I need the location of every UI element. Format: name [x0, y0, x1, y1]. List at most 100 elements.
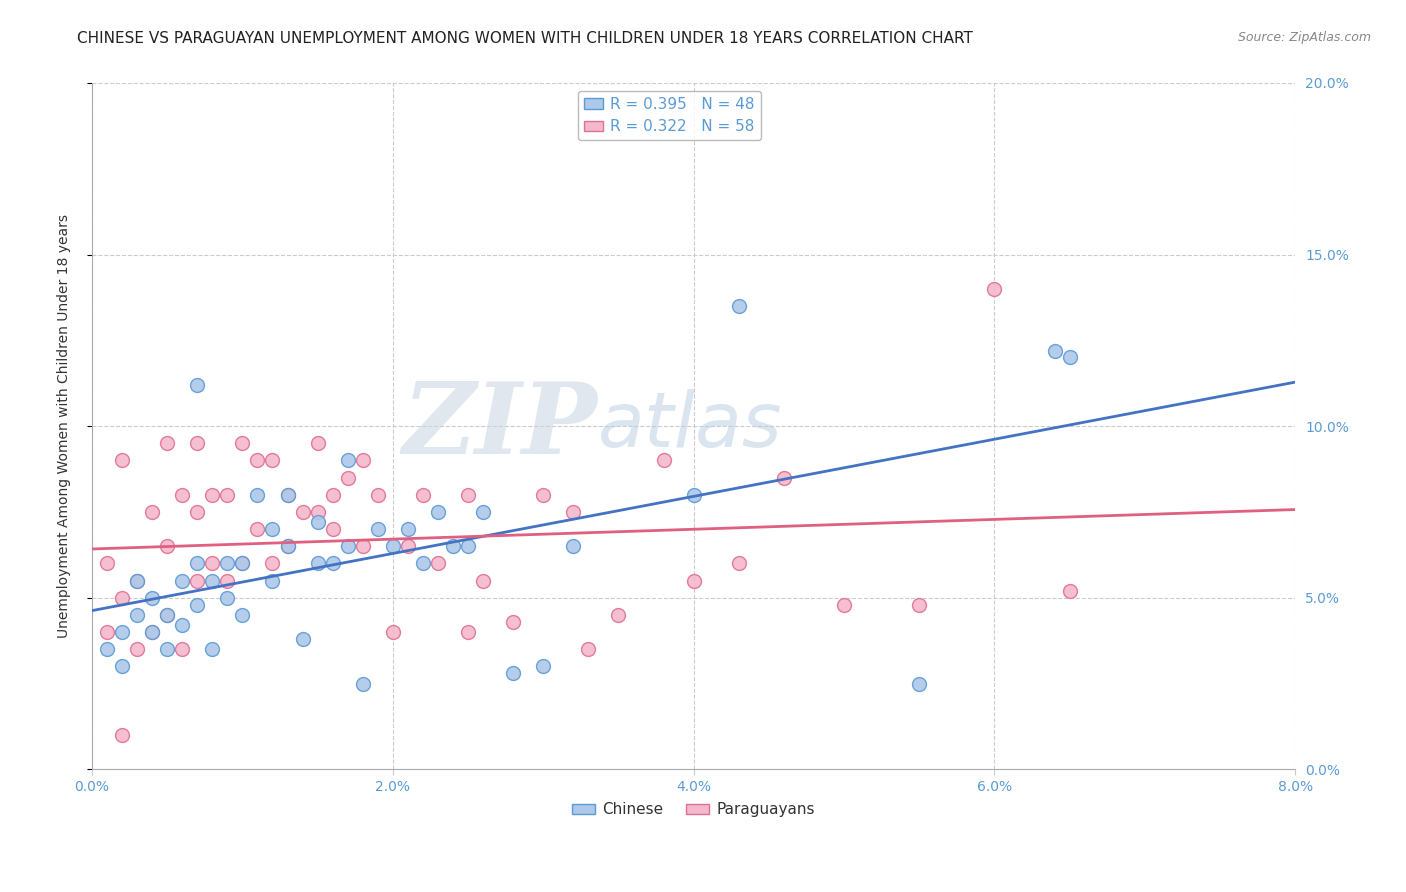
Point	[531, 488, 554, 502]
Point	[217, 557, 239, 571]
Point	[531, 659, 554, 673]
Point	[141, 505, 163, 519]
Point	[156, 436, 179, 450]
Point	[727, 557, 749, 571]
Point	[127, 574, 149, 588]
Point	[96, 557, 118, 571]
Y-axis label: Unemployment Among Women with Children Under 18 years: Unemployment Among Women with Children U…	[58, 214, 72, 638]
Point	[186, 598, 208, 612]
Point	[111, 659, 134, 673]
Point	[156, 607, 179, 622]
Point	[1043, 343, 1066, 358]
Point	[352, 453, 374, 467]
Point	[277, 539, 299, 553]
Point	[441, 539, 464, 553]
Point	[127, 574, 149, 588]
Text: Source: ZipAtlas.com: Source: ZipAtlas.com	[1237, 31, 1371, 45]
Point	[201, 488, 224, 502]
Point	[381, 625, 404, 640]
Point	[231, 436, 253, 450]
Point	[652, 453, 675, 467]
Point	[127, 607, 149, 622]
Point	[307, 557, 329, 571]
Point	[307, 436, 329, 450]
Point	[246, 488, 269, 502]
Legend: Chinese, Paraguayans: Chinese, Paraguayans	[565, 797, 821, 823]
Point	[231, 557, 253, 571]
Point	[231, 557, 253, 571]
Point	[141, 625, 163, 640]
Text: ZIP: ZIP	[402, 378, 598, 475]
Point	[336, 470, 359, 484]
Point	[111, 728, 134, 742]
Point	[141, 625, 163, 640]
Point	[172, 574, 194, 588]
Point	[457, 625, 479, 640]
Point	[156, 539, 179, 553]
Point	[277, 488, 299, 502]
Point	[426, 505, 449, 519]
Point	[457, 539, 479, 553]
Point	[426, 557, 449, 571]
Point	[682, 574, 704, 588]
Point	[201, 557, 224, 571]
Point	[246, 453, 269, 467]
Point	[307, 505, 329, 519]
Point	[231, 607, 253, 622]
Point	[201, 574, 224, 588]
Point	[412, 488, 434, 502]
Point	[607, 607, 630, 622]
Point	[217, 488, 239, 502]
Point	[502, 615, 524, 629]
Point	[96, 642, 118, 657]
Text: CHINESE VS PARAGUAYAN UNEMPLOYMENT AMONG WOMEN WITH CHILDREN UNDER 18 YEARS CORR: CHINESE VS PARAGUAYAN UNEMPLOYMENT AMONG…	[77, 31, 973, 46]
Point	[127, 642, 149, 657]
Point	[111, 453, 134, 467]
Point	[562, 539, 585, 553]
Point	[246, 522, 269, 536]
Point	[111, 625, 134, 640]
Point	[472, 505, 495, 519]
Point	[262, 522, 284, 536]
Point	[727, 299, 749, 313]
Point	[172, 618, 194, 632]
Text: atlas: atlas	[598, 389, 782, 463]
Point	[1059, 351, 1081, 365]
Point	[141, 591, 163, 605]
Point	[457, 488, 479, 502]
Point	[352, 539, 374, 553]
Point	[367, 522, 389, 536]
Point	[502, 666, 524, 681]
Point	[277, 488, 299, 502]
Point	[186, 574, 208, 588]
Point	[217, 574, 239, 588]
Point	[172, 642, 194, 657]
Point	[832, 598, 855, 612]
Point	[186, 436, 208, 450]
Point	[172, 488, 194, 502]
Point	[682, 488, 704, 502]
Point	[291, 632, 314, 646]
Point	[908, 676, 931, 690]
Point	[322, 557, 344, 571]
Point	[322, 522, 344, 536]
Point	[322, 488, 344, 502]
Point	[262, 557, 284, 571]
Point	[277, 539, 299, 553]
Point	[336, 453, 359, 467]
Point	[186, 557, 208, 571]
Point	[186, 378, 208, 392]
Point	[156, 642, 179, 657]
Point	[262, 574, 284, 588]
Point	[96, 625, 118, 640]
Point	[412, 557, 434, 571]
Point	[111, 591, 134, 605]
Point	[352, 676, 374, 690]
Point	[336, 539, 359, 553]
Point	[773, 470, 796, 484]
Point	[307, 515, 329, 529]
Point	[217, 591, 239, 605]
Point	[472, 574, 495, 588]
Point	[562, 505, 585, 519]
Point	[1059, 583, 1081, 598]
